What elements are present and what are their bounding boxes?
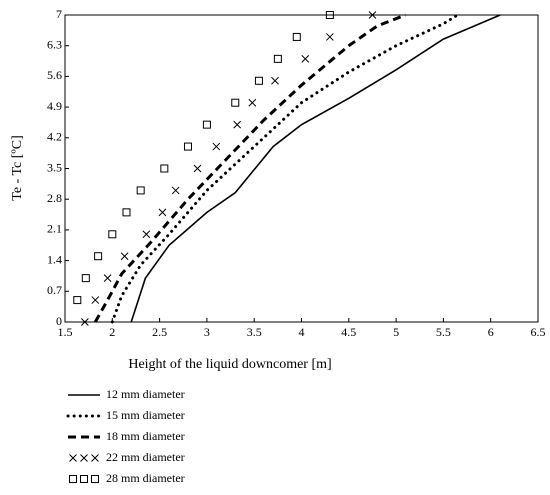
legend-swatch	[80, 475, 88, 483]
x-tick-label: 2.5	[152, 325, 167, 339]
legend-label: 18 mm diameter	[106, 429, 185, 443]
legend-label: 22 mm diameter	[106, 450, 185, 464]
y-tick-label: 6.3	[47, 37, 62, 51]
data-point	[273, 54, 282, 63]
data-point	[142, 230, 151, 239]
data-point	[254, 76, 263, 85]
x-axis-label: Height of the liquid downcomer [m]	[128, 357, 331, 372]
data-point	[136, 186, 145, 195]
y-tick-label: 5.6	[47, 68, 62, 82]
data-point	[292, 32, 301, 41]
legend-swatch	[80, 454, 88, 462]
data-point	[183, 142, 192, 151]
legend-label: 15 mm diameter	[106, 408, 185, 422]
y-tick-label: 3.5	[47, 160, 62, 174]
y-tick-label: 2.8	[47, 191, 62, 205]
data-point	[233, 120, 242, 129]
data-point	[122, 208, 131, 217]
x-tick-label: 6.5	[531, 325, 546, 339]
series-line	[110, 13, 460, 324]
data-point	[91, 296, 100, 304]
y-tick-label: 4.9	[47, 99, 62, 113]
data-point	[160, 164, 169, 173]
y-tick-label: 4.2	[47, 130, 62, 144]
y-tick-label: 0.7	[47, 283, 62, 297]
x-tick-label: 5	[393, 325, 399, 339]
data-point	[81, 318, 89, 326]
y-tick-label: 1.4	[47, 252, 62, 266]
data-point	[231, 98, 240, 107]
series-line	[93, 13, 407, 323]
data-point	[94, 252, 103, 261]
data-point	[301, 55, 310, 63]
x-tick-label: 3	[204, 325, 210, 339]
data-point	[171, 186, 180, 195]
legend-label: 28 mm diameter	[106, 471, 185, 485]
data-point	[103, 274, 112, 282]
x-tick-label: 4	[299, 325, 305, 339]
x-tick-label: 2	[109, 325, 115, 339]
x-tick-label: 5.5	[436, 325, 451, 339]
data-point	[368, 11, 377, 19]
y-tick-label: 7	[56, 7, 62, 21]
data-point	[158, 208, 167, 217]
y-axis-label: Te - Tc [ºC]	[10, 135, 25, 201]
data-point	[108, 230, 117, 239]
series-line	[130, 14, 501, 323]
x-tick-label: 1.5	[58, 325, 73, 339]
legend-swatch	[91, 454, 99, 462]
data-point	[81, 274, 90, 283]
data-point	[212, 142, 221, 151]
data-point	[271, 76, 279, 85]
data-point	[248, 98, 257, 107]
x-tick-label: 6	[488, 325, 494, 339]
x-tick-label: 4.5	[341, 325, 356, 339]
plot-frame	[64, 14, 539, 323]
x-tick-label: 3.5	[247, 325, 262, 339]
legend-swatch	[91, 475, 99, 483]
data-point	[325, 11, 334, 19]
legend-label: 12 mm diameter	[106, 387, 185, 401]
legend-swatch	[69, 475, 77, 483]
data-point	[120, 252, 129, 261]
legend-swatch	[69, 454, 77, 462]
data-point	[73, 296, 82, 305]
y-tick-label: 0	[56, 314, 62, 328]
data-point	[326, 33, 334, 41]
y-tick-label: 2.1	[47, 222, 62, 236]
data-point	[193, 164, 202, 173]
data-point	[202, 120, 211, 129]
